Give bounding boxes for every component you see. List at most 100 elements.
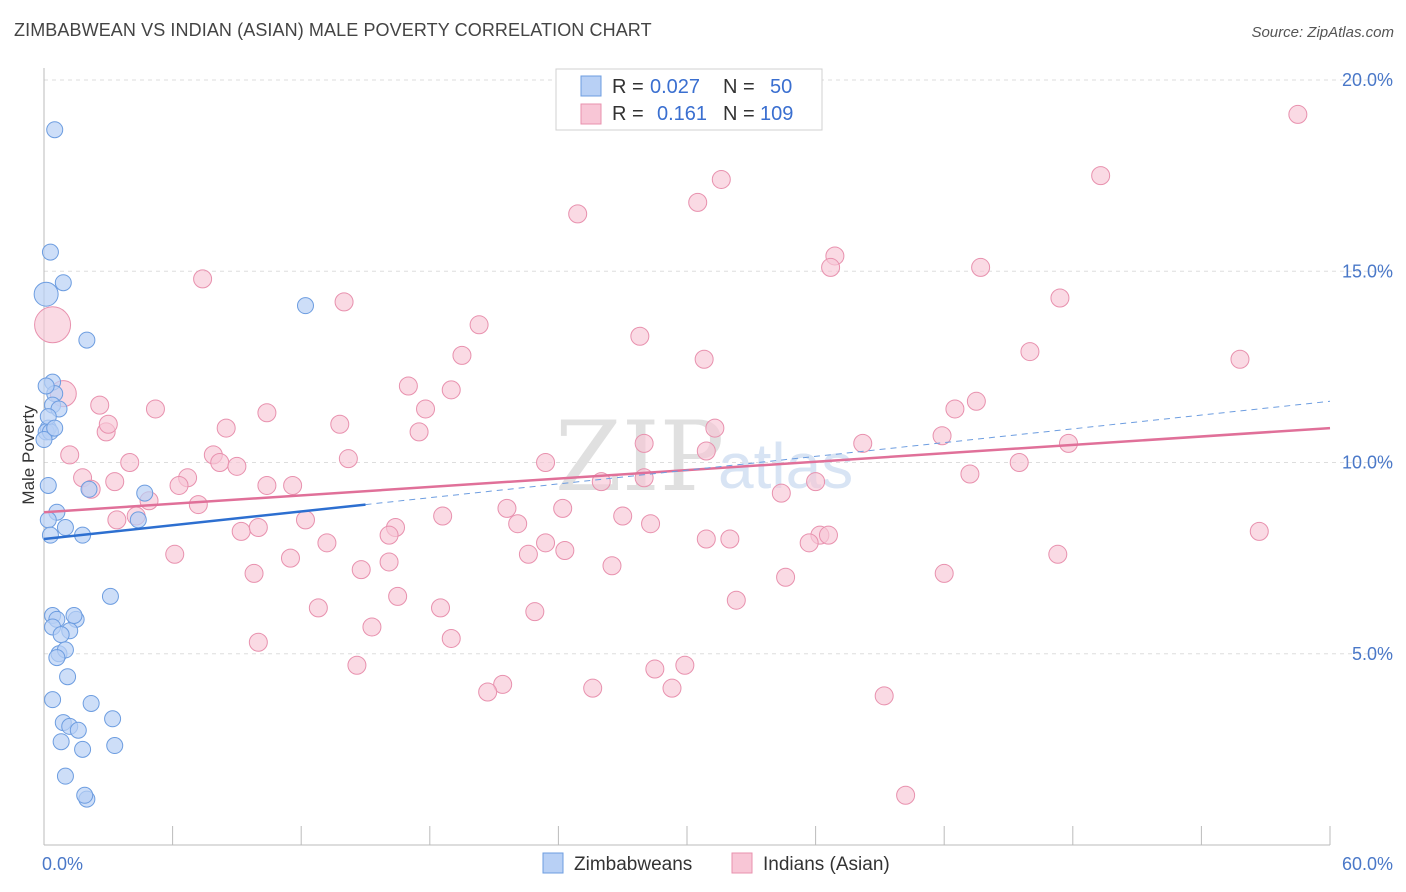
point-indians — [379, 525, 399, 545]
point-zimbabweans — [44, 691, 62, 709]
point-indians — [308, 598, 328, 618]
legend-n-label-blue: N = — [723, 76, 755, 98]
point-indians — [518, 544, 538, 564]
point-indians — [508, 514, 528, 534]
point-indians — [330, 414, 350, 434]
legend-n-value-blue: 50 — [770, 76, 792, 98]
point-zimbabweans — [69, 721, 87, 739]
point-indians — [675, 655, 695, 675]
grid-lines — [44, 79, 1392, 655]
point-indians — [602, 556, 622, 576]
point-indians — [452, 345, 472, 365]
point-zimbabweans — [33, 281, 59, 307]
watermark-zip: ZIP — [555, 401, 724, 513]
point-zimbabweans — [54, 274, 72, 292]
bottom-legend-zimbabweans: Zimbabweans — [574, 854, 692, 875]
bottom-legend-indians: Indians (Asian) — [763, 854, 890, 875]
point-zimbabweans — [80, 480, 98, 498]
point-indians — [1020, 342, 1040, 362]
point-indians — [688, 192, 708, 212]
point-indians — [409, 422, 429, 442]
point-indians — [641, 514, 661, 534]
point-indians — [441, 380, 461, 400]
x-tick-label-min: 0.0% — [42, 854, 83, 874]
point-indians — [227, 456, 247, 476]
point-indians — [248, 632, 268, 652]
point-indians — [317, 533, 337, 553]
y-tick-label: 20.0% — [1342, 70, 1393, 90]
point-zimbabweans — [39, 476, 57, 494]
point-indians — [169, 475, 189, 495]
point-indians — [441, 628, 461, 648]
point-indians — [806, 472, 826, 492]
point-indians — [1059, 433, 1079, 453]
point-indians — [493, 674, 513, 694]
point-indians — [362, 617, 382, 637]
point-indians — [216, 418, 236, 438]
point-indians — [696, 529, 716, 549]
point-indians — [776, 567, 796, 587]
point-indians — [1230, 349, 1250, 369]
point-indians — [165, 544, 185, 564]
point-indians — [966, 391, 986, 411]
point-zimbabweans — [46, 121, 64, 139]
point-indians — [98, 414, 118, 434]
point-zimbabweans — [48, 649, 66, 667]
trend-line-zimbabweans — [43, 503, 366, 541]
point-indians — [696, 441, 716, 461]
point-indians — [431, 598, 451, 618]
point-indians — [1009, 453, 1029, 472]
legend-swatch-pink — [580, 103, 602, 125]
point-indians — [1050, 288, 1070, 308]
point-indians — [694, 349, 714, 369]
point-zimbabweans — [39, 511, 57, 529]
y-axis-title: Male Poverty — [19, 405, 38, 505]
point-indians — [90, 395, 110, 415]
x-tick-labels: 0.0% 60.0% — [42, 854, 1393, 874]
point-indians — [497, 498, 517, 518]
point-zimbabweans — [74, 740, 92, 758]
point-indians — [662, 678, 682, 698]
point-indians — [932, 426, 952, 446]
point-zimbabweans — [104, 710, 122, 728]
series-zimbabweans-points — [33, 121, 314, 808]
point-indians — [525, 602, 545, 622]
bottom-legend-swatch-pink — [731, 852, 753, 874]
point-indians — [1249, 521, 1269, 541]
point-indians — [295, 510, 315, 530]
x-tick-label-max: 60.0% — [1342, 854, 1393, 874]
point-indians — [188, 495, 208, 515]
point-zimbabweans — [78, 331, 96, 349]
point-indians — [388, 586, 408, 606]
point-zimbabweans — [37, 377, 55, 395]
legend-r-value-pink: 0.161 — [657, 103, 707, 125]
point-indians — [210, 453, 230, 472]
point-indians — [711, 169, 731, 189]
point-indians — [630, 326, 650, 346]
trend-line-zimbabweans-dashed — [365, 400, 1331, 506]
point-indians — [555, 540, 575, 560]
point-indians — [1091, 166, 1111, 186]
point-indians — [120, 453, 140, 472]
point-indians — [853, 433, 873, 453]
point-indians — [613, 506, 633, 526]
point-indians — [145, 399, 165, 419]
point-indians — [971, 257, 991, 277]
legend-r-value-blue: 0.027 — [650, 76, 700, 98]
point-indians — [416, 399, 436, 419]
point-zimbabweans — [59, 668, 77, 686]
point-indians — [568, 204, 588, 224]
point-zimbabweans — [65, 607, 83, 624]
point-indians — [799, 533, 819, 553]
correlation-legend: R = 0.027 N = 50 R = 0.161 N = 109 — [555, 68, 823, 131]
point-zimbabweans — [56, 519, 74, 537]
point-indians — [60, 445, 80, 465]
point-indians — [257, 475, 277, 495]
point-zimbabweans — [35, 431, 53, 449]
point-indians — [469, 315, 489, 335]
point-indians — [478, 682, 498, 702]
axes — [43, 68, 1331, 846]
point-zimbabweans — [129, 511, 147, 529]
legend-r-label-blue: R = — [612, 76, 644, 98]
